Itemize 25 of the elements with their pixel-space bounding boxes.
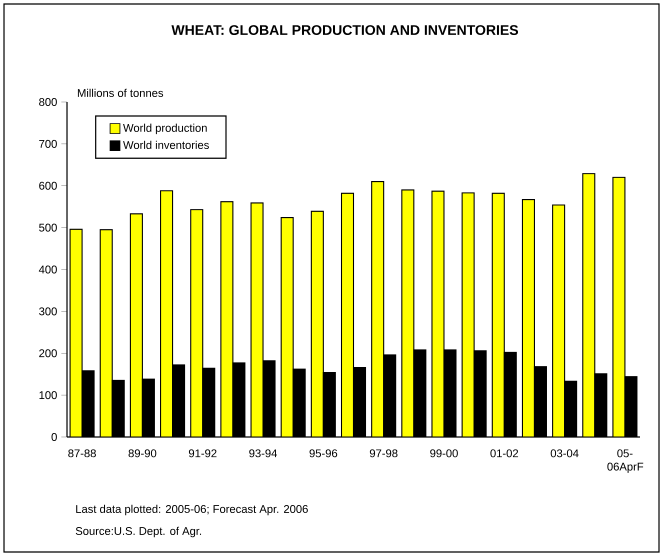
x-tick-label: 87-88 bbox=[68, 449, 96, 458]
y-tick-label: 100 bbox=[39, 391, 57, 400]
legend-label: World production bbox=[123, 124, 207, 134]
y-tick-label: 400 bbox=[38, 266, 57, 274]
chart-title: WHEAT: GLOBAL PRODUCTION AND INVENTORIES bbox=[171, 25, 518, 36]
x-tick-label: 05-06AprF bbox=[607, 449, 644, 473]
y-tick-label: 300 bbox=[39, 307, 57, 316]
y-tick-label: 600 bbox=[39, 182, 57, 190]
y-tick-label: 500 bbox=[39, 224, 57, 232]
y-axis-title: Millions of tonnes bbox=[78, 88, 164, 97]
text: Last data plotted: 2005-06; Forecast Apr. 2006 bbox=[76, 504, 308, 516]
y-tick-label: 800 bbox=[39, 98, 57, 106]
y-tick-label: 200 bbox=[39, 349, 57, 358]
x-tick-label: 93-94 bbox=[249, 449, 278, 458]
legend-label: World inventories bbox=[123, 140, 209, 150]
x-tick-label: 89-90 bbox=[128, 449, 156, 458]
x-tick-label: 01-02 bbox=[490, 449, 518, 458]
x-tick-label: 03-04 bbox=[550, 449, 579, 458]
y-tick-label: 0 bbox=[52, 433, 57, 441]
x-tick-label: 91-92 bbox=[188, 449, 216, 458]
x-tick-label: 99-00 bbox=[430, 449, 458, 458]
x-tick-label: 95-96 bbox=[310, 449, 338, 458]
source-note: Source:U.S. Dept. of Agr. bbox=[76, 526, 202, 538]
x-tick-label: 97-98 bbox=[370, 449, 398, 458]
y-tick-label: 700 bbox=[39, 140, 57, 148]
